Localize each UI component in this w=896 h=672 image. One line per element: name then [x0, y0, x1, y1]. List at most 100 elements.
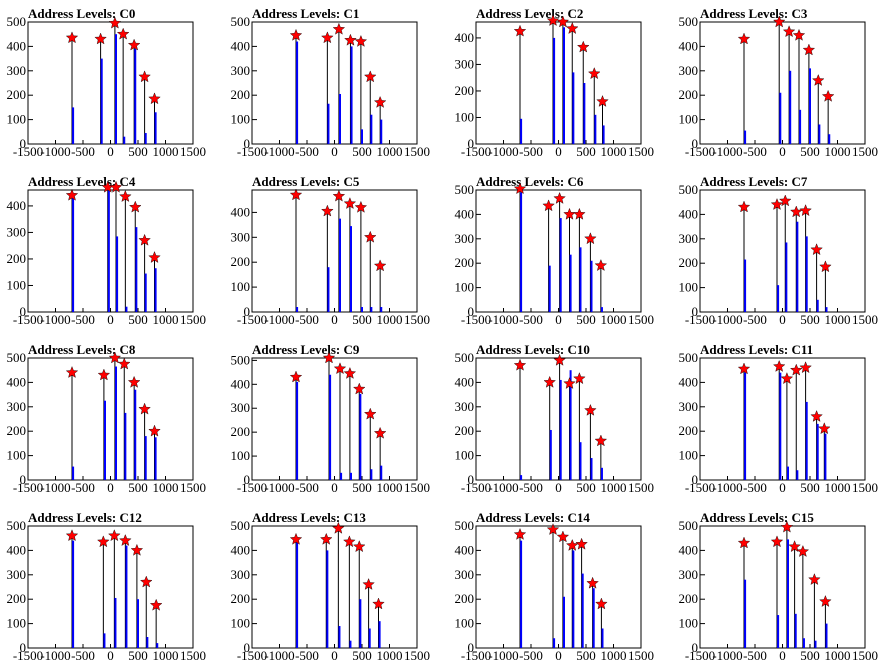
residual-bar	[296, 307, 299, 312]
residual-bar	[579, 442, 582, 480]
plot-frame	[475, 357, 642, 481]
y-tick-label: 300	[7, 224, 27, 239]
residual-bar	[825, 623, 828, 648]
x-tick-label: -1500	[461, 144, 491, 159]
residual-bar	[380, 119, 383, 144]
residual-bar	[380, 307, 383, 312]
x-tick-label: 1500	[628, 144, 654, 159]
peak-star-marker	[808, 573, 821, 585]
y-tick-label: 400	[679, 542, 699, 557]
x-tick-label: -1500	[237, 312, 267, 327]
peak-star-marker	[782, 25, 796, 38]
peak-star-marker	[789, 363, 803, 376]
x-tick-label: -1500	[13, 312, 43, 327]
x-tick-label: -1500	[685, 144, 715, 159]
residual-bar	[115, 366, 117, 480]
y-tick-label: 200	[7, 591, 27, 606]
peak-star-marker	[108, 16, 122, 29]
x-tick-label: 500	[128, 480, 148, 495]
x-tick-label: 1000	[601, 312, 627, 327]
peak-star-marker	[373, 259, 387, 272]
residual-bar	[787, 539, 789, 648]
residual-bar	[816, 299, 819, 312]
peak-star-marker	[556, 15, 570, 28]
peak-star-marker	[553, 353, 566, 366]
x-tick-label: 1000	[825, 648, 851, 663]
peak-star-marker	[352, 382, 366, 395]
peak-star-marker	[819, 260, 832, 273]
y-tick-label: 200	[231, 424, 251, 439]
y-tick-label: 400	[7, 198, 27, 213]
x-tick-label: 0	[331, 480, 338, 495]
plot-frame	[475, 525, 642, 649]
y-tick-label: 300	[455, 399, 475, 414]
y-tick-label: 400	[679, 38, 699, 53]
y-tick-label: 300	[231, 400, 251, 415]
residual-bar	[569, 254, 572, 312]
x-tick-label: -1500	[13, 648, 43, 663]
x-tick-label: 500	[352, 480, 372, 495]
y-tick-label: 0	[468, 304, 475, 319]
x-tick-label: -1000	[264, 648, 294, 663]
residual-bar	[125, 306, 128, 312]
peak-star-marker	[565, 538, 579, 551]
residual-bar	[553, 638, 556, 648]
x-tick-label: 500	[352, 312, 372, 327]
peak-star-marker	[819, 595, 832, 607]
peak-star-marker	[594, 434, 608, 447]
x-tick-label: -500	[519, 480, 543, 495]
peak-star-marker	[821, 89, 835, 102]
y-tick-label: 500	[455, 182, 475, 197]
peak-star-marker	[792, 28, 806, 41]
y-tick-label: 500	[679, 518, 699, 533]
y-tick-label: 500	[231, 352, 251, 367]
y-tick-label: 100	[7, 448, 27, 463]
peak-star-marker	[138, 402, 151, 415]
x-tick-label: -1000	[712, 480, 742, 495]
residual-bar	[549, 429, 552, 480]
peak-star-marker	[332, 189, 346, 202]
y-tick-label: 400	[455, 374, 475, 389]
x-tick-label: 1000	[153, 480, 179, 495]
residual-bar	[125, 545, 128, 648]
residual-bar	[602, 125, 605, 144]
residual-bar	[134, 48, 137, 145]
y-tick-label: 200	[455, 83, 475, 98]
x-tick-label: -500	[71, 648, 95, 663]
chart-title: Address Levels: C7	[700, 174, 808, 189]
x-tick-label: -500	[71, 312, 95, 327]
peak-star-marker	[586, 576, 599, 589]
y-tick-label: 0	[692, 640, 699, 655]
x-tick-label: -500	[295, 480, 319, 495]
y-tick-label: 400	[231, 204, 251, 219]
y-tick-label: 0	[20, 304, 27, 319]
residual-bar	[103, 633, 106, 648]
y-tick-label: 400	[231, 38, 251, 53]
x-tick-label: 0	[555, 144, 562, 159]
peak-star-marker	[373, 95, 387, 108]
chart-panel: Address Levels: C00100200300400500-1500-…	[7, 6, 207, 159]
peak-star-marker	[799, 204, 812, 217]
chart-title: Address Levels: C12	[28, 510, 142, 525]
y-tick-label: 500	[679, 182, 699, 197]
chart-title: Address Levels: C3	[700, 6, 808, 21]
y-tick-label: 100	[455, 616, 475, 631]
y-tick-label: 0	[244, 136, 251, 151]
y-tick-label: 400	[231, 542, 251, 557]
y-tick-label: 400	[7, 38, 27, 53]
chart-panel: Address Levels: C2 0 100 200 300 400 -1500-100…	[455, 6, 655, 159]
x-tick-label: 1000	[377, 648, 403, 663]
chart-title: Address Levels: C1	[252, 6, 359, 21]
peak-star-marker	[362, 578, 375, 590]
peak-star-marker	[354, 34, 368, 47]
y-tick-label: 400	[679, 206, 699, 221]
x-tick-label: 500	[576, 480, 596, 495]
x-tick-label: 1500	[180, 648, 206, 663]
peak-star-marker	[138, 70, 151, 83]
peak-star-marker	[148, 251, 161, 263]
y-tick-label: 100	[455, 280, 475, 295]
y-tick-label: 500	[7, 350, 27, 365]
peak-star-marker	[573, 372, 586, 385]
x-tick-label: -1000	[488, 648, 518, 663]
x-tick-label: -1000	[40, 648, 70, 663]
